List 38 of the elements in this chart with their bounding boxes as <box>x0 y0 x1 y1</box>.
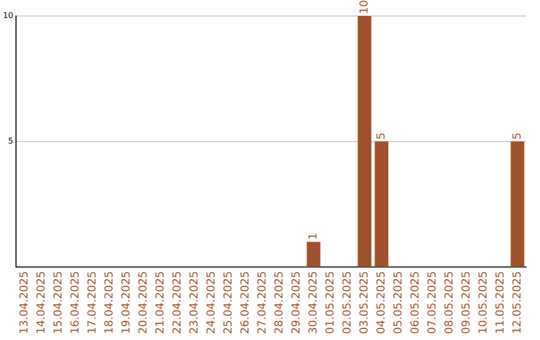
x-tick-label: 24.04.2025 <box>204 271 218 334</box>
x-tick-label: 19.04.2025 <box>120 271 132 334</box>
bar <box>358 16 372 268</box>
x-tick-label: 14.04.2025 <box>34 271 48 334</box>
x-tick-label: 10.05.2025 <box>476 271 490 334</box>
x-tick-label: 26.04.2025 <box>238 271 252 334</box>
x-tick-label: 21.04.2025 <box>153 271 166 334</box>
bar <box>510 142 524 268</box>
data-label: 5 <box>510 132 524 140</box>
x-tick-label: 04.05.2025 <box>374 271 388 334</box>
x-tick-label: 22.04.2025 <box>170 271 184 334</box>
x-tick-label: 08.05.2025 <box>442 271 456 334</box>
bar <box>306 242 320 268</box>
bar <box>374 142 388 268</box>
data-label: 5 <box>374 132 388 140</box>
x-tick-label: 23.04.2025 <box>187 271 200 334</box>
x-tick-label: 12.05.2025 <box>510 271 524 334</box>
x-tick-label: 28.04.2025 <box>272 271 286 334</box>
x-tick-label: 20.04.2025 <box>136 271 150 334</box>
x-tick-label: 05.05.2025 <box>391 271 404 334</box>
x-tick-label: 27.04.2025 <box>255 271 268 334</box>
data-label: 1 <box>306 232 320 240</box>
data-label: 10 <box>357 0 370 14</box>
x-tick-label: 09.05.2025 <box>459 271 472 334</box>
x-tick-label: 29.04.2025 <box>289 271 302 334</box>
x-tick-label: 16.04.2025 <box>68 271 82 334</box>
x-tick-label: 18.04.2025 <box>102 271 116 334</box>
x-tick-label: 07.05.2025 <box>425 271 438 334</box>
x-tick-label: 02.05.2025 <box>340 271 354 334</box>
x-tick-label: 01.05.2025 <box>323 271 336 334</box>
x-tick-label: 13.04.2025 <box>18 271 31 334</box>
x-tick-label: 15.04.2025 <box>52 271 65 334</box>
x-tick-label: 30.04.2025 <box>306 271 320 334</box>
x-tick-label: 17.04.2025 <box>86 271 99 334</box>
x-tick-label: 06.05.2025 <box>408 271 422 334</box>
x-tick-label: 25.04.2025 <box>221 271 234 334</box>
x-tick-label: 03.05.2025 <box>357 271 370 334</box>
x-tick-label: 11.05.2025 <box>493 271 506 334</box>
